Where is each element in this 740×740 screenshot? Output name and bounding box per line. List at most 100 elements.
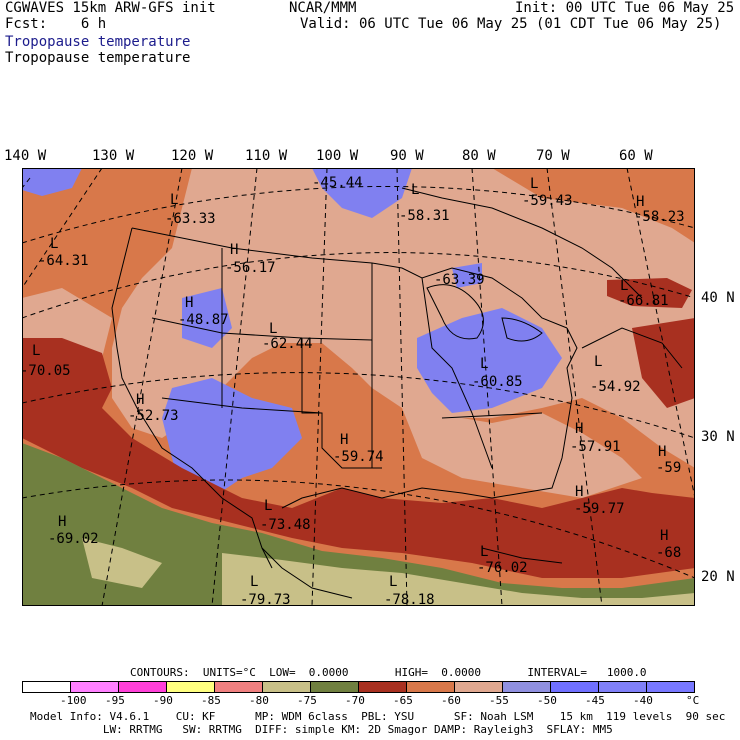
shading-45 <box>182 288 232 348</box>
legend-swatch <box>599 682 647 692</box>
extremum-marker: L <box>594 354 602 370</box>
extremum-value: -70.05 <box>22 363 71 379</box>
color-legend-bar <box>22 681 695 693</box>
lon-label: 90 W <box>390 148 424 164</box>
graticule <box>22 168 695 606</box>
extremum-marker: L <box>50 236 58 252</box>
extremum-value: -78.18 <box>384 592 435 606</box>
legend-swatch <box>167 682 215 692</box>
extremum-value: -58.23 <box>634 209 685 225</box>
lon-label: 80 W <box>462 148 496 164</box>
extremum-value: -63.33 <box>165 211 216 227</box>
legend-label: -80 <box>249 694 269 707</box>
contour-info: CONTOURS: UNITS=°C LOW= 0.0000 HIGH= 0.0… <box>130 666 647 679</box>
extremum-marker: L <box>170 192 178 208</box>
model-info-line-2: LW: RRTMG SW: RRTMG DIFF: simple KM: 2D … <box>30 723 613 736</box>
tropopause-temperature-map: L -63.33 -45.44 L -58.31 L -59.43 H -58.… <box>22 168 695 606</box>
extremum-value: -73.48 <box>260 517 311 533</box>
shading-45 <box>162 378 302 498</box>
legend-label: -85 <box>201 694 221 707</box>
legend-swatch <box>71 682 119 692</box>
legend-label: °C <box>686 694 700 707</box>
lon-label: 110 W <box>245 148 288 164</box>
legend-swatch <box>215 682 263 692</box>
legend-swatch <box>359 682 407 692</box>
extremum-marker: L <box>32 343 40 359</box>
legend-swatch <box>119 682 167 692</box>
legend-swatch <box>503 682 551 692</box>
lon-label: 100 W <box>316 148 359 164</box>
legend-swatch <box>23 682 71 692</box>
legend-label: -75 <box>297 694 317 707</box>
legend-swatch <box>647 682 694 692</box>
extremum-value: -48.87 <box>178 312 229 328</box>
extremum-value: -59.43 <box>522 193 573 209</box>
extremum-value: -60.85 <box>472 374 523 390</box>
extremum-value: -58.31 <box>399 208 450 224</box>
extremum-value: -66.81 <box>618 293 669 309</box>
extremum-value: -79.73 <box>240 592 291 606</box>
shading-75 <box>82 538 162 588</box>
extremum-marker: H <box>136 392 144 408</box>
shading-65 <box>22 338 695 578</box>
model-title: CGWAVES 15km ARW-GFS init <box>5 0 216 16</box>
extremum-marker: L <box>530 176 538 192</box>
lat-label: 30 N <box>701 429 735 445</box>
extremum-marker: L <box>389 574 397 590</box>
extremum-value: -76.02 <box>477 560 528 576</box>
extremum-marker: L <box>264 498 272 514</box>
lon-label: 60 W <box>619 148 653 164</box>
extremum-marker: H <box>230 242 238 258</box>
field-title-1: Tropopause temperature <box>5 34 191 50</box>
legend-swatch <box>263 682 311 692</box>
field-title-2: Tropopause temperature <box>5 50 191 66</box>
extremum-value: -63.39 <box>434 272 485 288</box>
extremum-value: -69.02 <box>48 531 99 547</box>
legend-label: -40 <box>633 694 653 707</box>
extremum-marker: L <box>411 182 419 198</box>
legend-label: -100 <box>60 694 87 707</box>
org-label: NCAR/MMM <box>289 0 357 16</box>
extremum-value: -59 <box>656 460 681 476</box>
extremum-value: -45.44 <box>312 175 363 191</box>
legend-label: -45 <box>585 694 605 707</box>
valid-time: Valid: 06 UTC Tue 06 May 25 (01 CDT Tue … <box>300 16 722 32</box>
extremum-marker: L <box>269 321 277 337</box>
map-frame <box>22 168 695 606</box>
legend-label: -90 <box>153 694 173 707</box>
shading-65 <box>607 278 692 308</box>
legend-label: -65 <box>393 694 413 707</box>
legend-label: -50 <box>537 694 557 707</box>
extremum-value: -59.74 <box>333 449 384 465</box>
lon-label: 130 W <box>92 148 135 164</box>
shading-70 <box>22 443 695 606</box>
legend-label: -70 <box>345 694 365 707</box>
shading-55 <box>112 168 695 468</box>
extremum-marker: H <box>636 194 644 210</box>
legend-label: -95 <box>105 694 125 707</box>
legend-label: -55 <box>489 694 509 707</box>
shading-65 <box>632 318 695 408</box>
lon-label: 120 W <box>171 148 214 164</box>
forecast-hour: Fcst: 6 h <box>5 16 107 32</box>
lon-label: 70 W <box>536 148 570 164</box>
extremum-value: -68 <box>656 545 681 561</box>
extremum-value: -64.31 <box>38 253 89 269</box>
legend-swatch <box>407 682 455 692</box>
extremum-marker: H <box>575 484 583 500</box>
init-time: Init: 00 UTC Tue 06 May 25 <box>515 0 735 16</box>
extremum-marker: H <box>340 432 348 448</box>
extremum-marker: H <box>575 421 583 437</box>
extremum-marker: H <box>185 295 193 311</box>
lat-label: 40 N <box>701 290 735 306</box>
legend-label: -60 <box>441 694 461 707</box>
lon-label: 140 W <box>4 148 47 164</box>
lat-label: 20 N <box>701 569 735 585</box>
model-info-line-1: Model Info: V4.6.1 CU: KF MP: WDM 6class… <box>30 710 726 723</box>
extremum-value: -54.92 <box>590 379 641 395</box>
shading-55 <box>402 408 642 498</box>
boundaries <box>111 187 683 599</box>
extremum-value: -57.91 <box>570 439 621 455</box>
legend-swatch <box>311 682 359 692</box>
extremum-value: -59.77 <box>574 501 625 517</box>
